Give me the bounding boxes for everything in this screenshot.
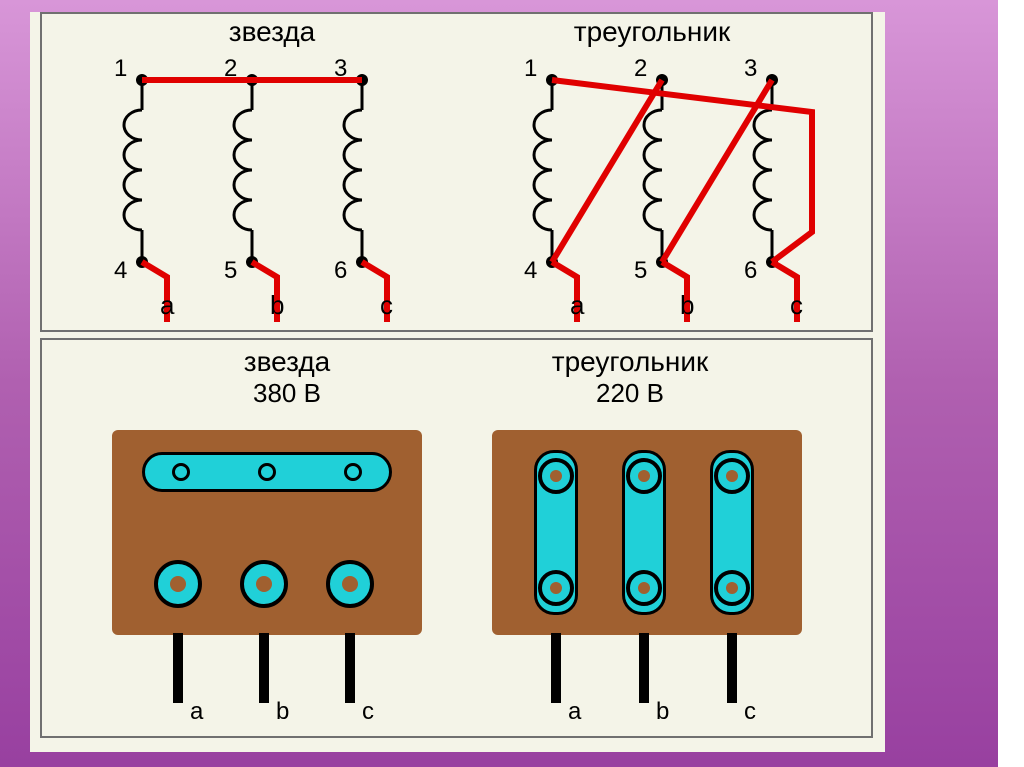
terminal-hole <box>714 570 750 606</box>
phase-b: b <box>270 290 284 320</box>
node-4: 4 <box>524 257 537 284</box>
delta-block-subtitle: 220 В <box>520 378 740 409</box>
phase-c: c <box>790 290 803 320</box>
phase-lead <box>727 633 737 703</box>
phase-a: a <box>570 290 585 320</box>
phase-lead <box>173 633 183 703</box>
phase-label-a: a <box>568 698 581 726</box>
terminal-hole <box>344 463 362 481</box>
node-5: 5 <box>224 257 237 284</box>
delta-schematic: 1 2 3 4 5 6 a b c <box>482 52 862 332</box>
node-6: 6 <box>334 257 347 284</box>
page-edge <box>998 0 1024 767</box>
phase-lead <box>345 633 355 703</box>
star-block-title: звезда <box>177 346 397 378</box>
node-3: 3 <box>744 55 757 82</box>
phase-c: c <box>380 290 393 320</box>
star-terminal-block <box>112 430 422 635</box>
terminal-hole <box>240 560 288 608</box>
node-1: 1 <box>114 55 127 82</box>
phase-label-c: c <box>362 698 374 726</box>
phase-label-b: b <box>276 698 289 726</box>
node-1: 1 <box>524 55 537 82</box>
phase-label-c: c <box>744 698 756 726</box>
phase-a: a <box>160 290 175 320</box>
phase-lead <box>259 633 269 703</box>
node-3: 3 <box>334 55 347 82</box>
terminal-box: звезда 380 В треугольник 220 В <box>40 338 873 738</box>
terminal-hole <box>626 458 662 494</box>
star-schematic: 1 2 3 4 5 6 a b c <box>72 52 432 332</box>
star-block-subtitle: 380 В <box>177 378 397 409</box>
main-panel: звезда треугольник <box>30 12 885 752</box>
terminal-hole <box>538 570 574 606</box>
terminal-hole <box>172 463 190 481</box>
node-5: 5 <box>634 257 647 284</box>
phase-lead <box>551 633 561 703</box>
terminal-hole <box>538 458 574 494</box>
node-4: 4 <box>114 257 127 284</box>
terminal-hole <box>154 560 202 608</box>
star-title: звезда <box>162 16 382 48</box>
phase-lead <box>639 633 649 703</box>
node-2: 2 <box>634 55 647 82</box>
terminal-hole <box>714 458 750 494</box>
delta-block-title: треугольник <box>520 346 740 378</box>
delta-title: треугольник <box>542 16 762 48</box>
terminal-hole <box>626 570 662 606</box>
terminal-hole <box>258 463 276 481</box>
node-6: 6 <box>744 257 757 284</box>
delta-terminal-block <box>492 430 802 635</box>
terminal-hole <box>326 560 374 608</box>
schematic-box: звезда треугольник <box>40 12 873 332</box>
node-2: 2 <box>224 55 237 82</box>
phase-label-a: a <box>190 698 203 726</box>
phase-label-b: b <box>656 698 669 726</box>
phase-b: b <box>680 290 694 320</box>
